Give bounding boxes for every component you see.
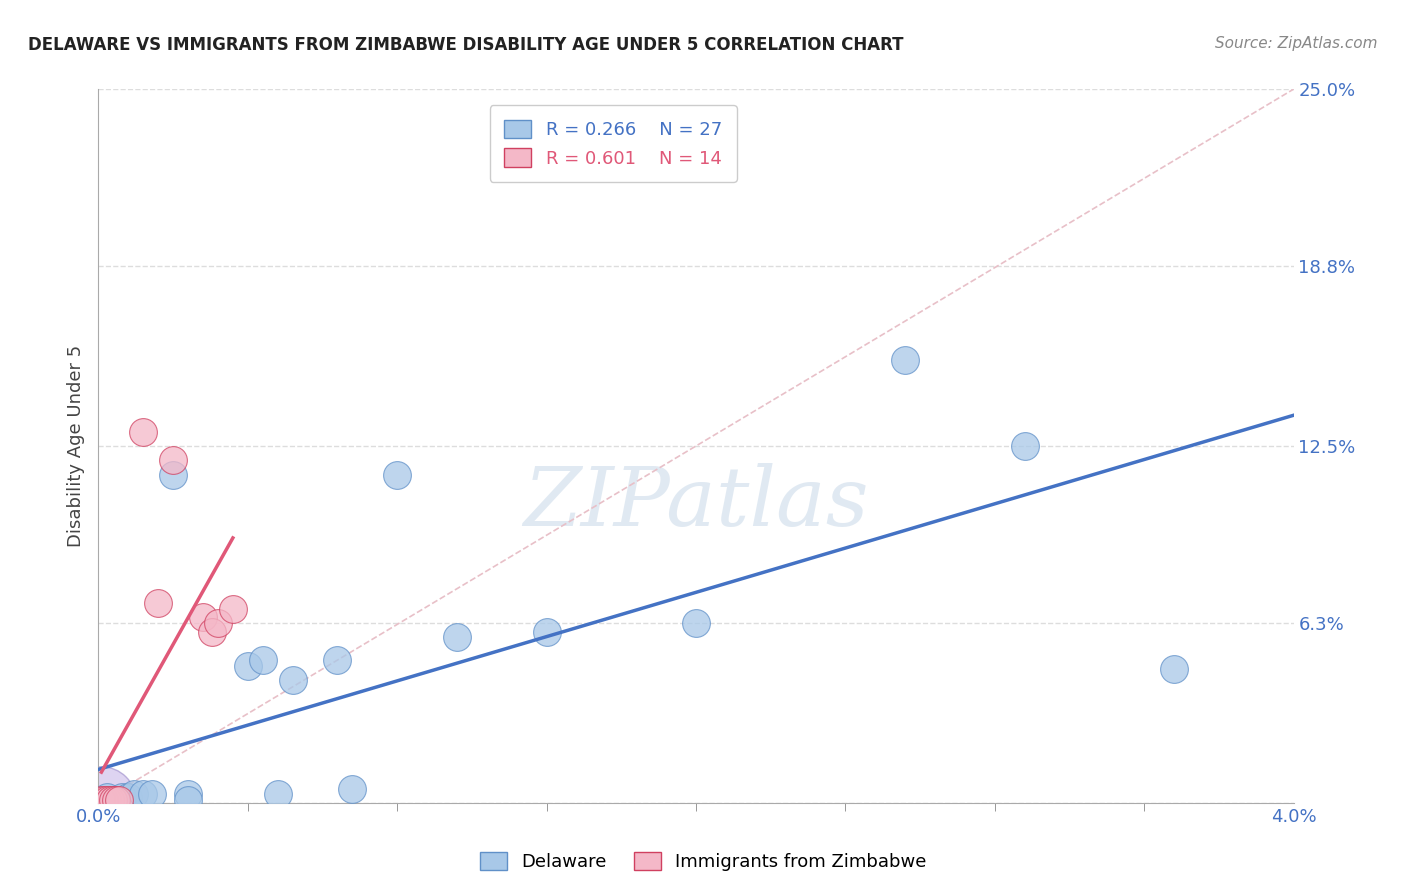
- Point: [385, 467, 409, 482]
- Point: [1014, 439, 1036, 453]
- Point: [148, 596, 170, 610]
- Point: [162, 467, 184, 482]
- Point: [98, 793, 122, 807]
- Point: [191, 610, 214, 624]
- Point: [177, 787, 200, 801]
- Point: [105, 793, 128, 807]
- Y-axis label: Disability Age Under 5: Disability Age Under 5: [66, 345, 84, 547]
- Point: [536, 624, 558, 639]
- Point: [162, 453, 184, 467]
- Point: [111, 790, 134, 805]
- Point: [326, 653, 349, 667]
- Point: [90, 794, 112, 808]
- Point: [93, 793, 115, 807]
- Point: [103, 793, 125, 807]
- Point: [141, 787, 163, 801]
- Point: [177, 793, 200, 807]
- Point: [1163, 662, 1185, 676]
- Point: [96, 793, 118, 807]
- Point: [132, 425, 155, 439]
- Text: DELAWARE VS IMMIGRANTS FROM ZIMBABWE DISABILITY AGE UNDER 5 CORRELATION CHART: DELAWARE VS IMMIGRANTS FROM ZIMBABWE DIS…: [28, 36, 904, 54]
- Point: [96, 790, 118, 805]
- Point: [105, 793, 128, 807]
- Point: [124, 787, 146, 801]
- Legend: R = 0.266    N = 27, R = 0.601    N = 14: R = 0.266 N = 27, R = 0.601 N = 14: [489, 105, 737, 182]
- Point: [446, 630, 468, 644]
- Point: [201, 624, 224, 639]
- Point: [117, 790, 139, 805]
- Point: [342, 781, 364, 796]
- Point: [222, 601, 245, 615]
- Point: [252, 653, 274, 667]
- Point: [98, 793, 122, 807]
- Point: [103, 793, 125, 807]
- Point: [281, 673, 304, 687]
- Point: [685, 615, 707, 630]
- Point: [267, 787, 290, 801]
- Point: [132, 787, 155, 801]
- Point: [894, 353, 917, 368]
- Text: Source: ZipAtlas.com: Source: ZipAtlas.com: [1215, 36, 1378, 51]
- Text: ZIPatlas: ZIPatlas: [523, 463, 869, 543]
- Point: [108, 793, 131, 807]
- Point: [236, 658, 259, 673]
- Point: [108, 793, 131, 807]
- Point: [207, 615, 229, 630]
- Point: [90, 793, 112, 807]
- Legend: Delaware, Immigrants from Zimbabwe: Delaware, Immigrants from Zimbabwe: [472, 845, 934, 879]
- Point: [93, 793, 115, 807]
